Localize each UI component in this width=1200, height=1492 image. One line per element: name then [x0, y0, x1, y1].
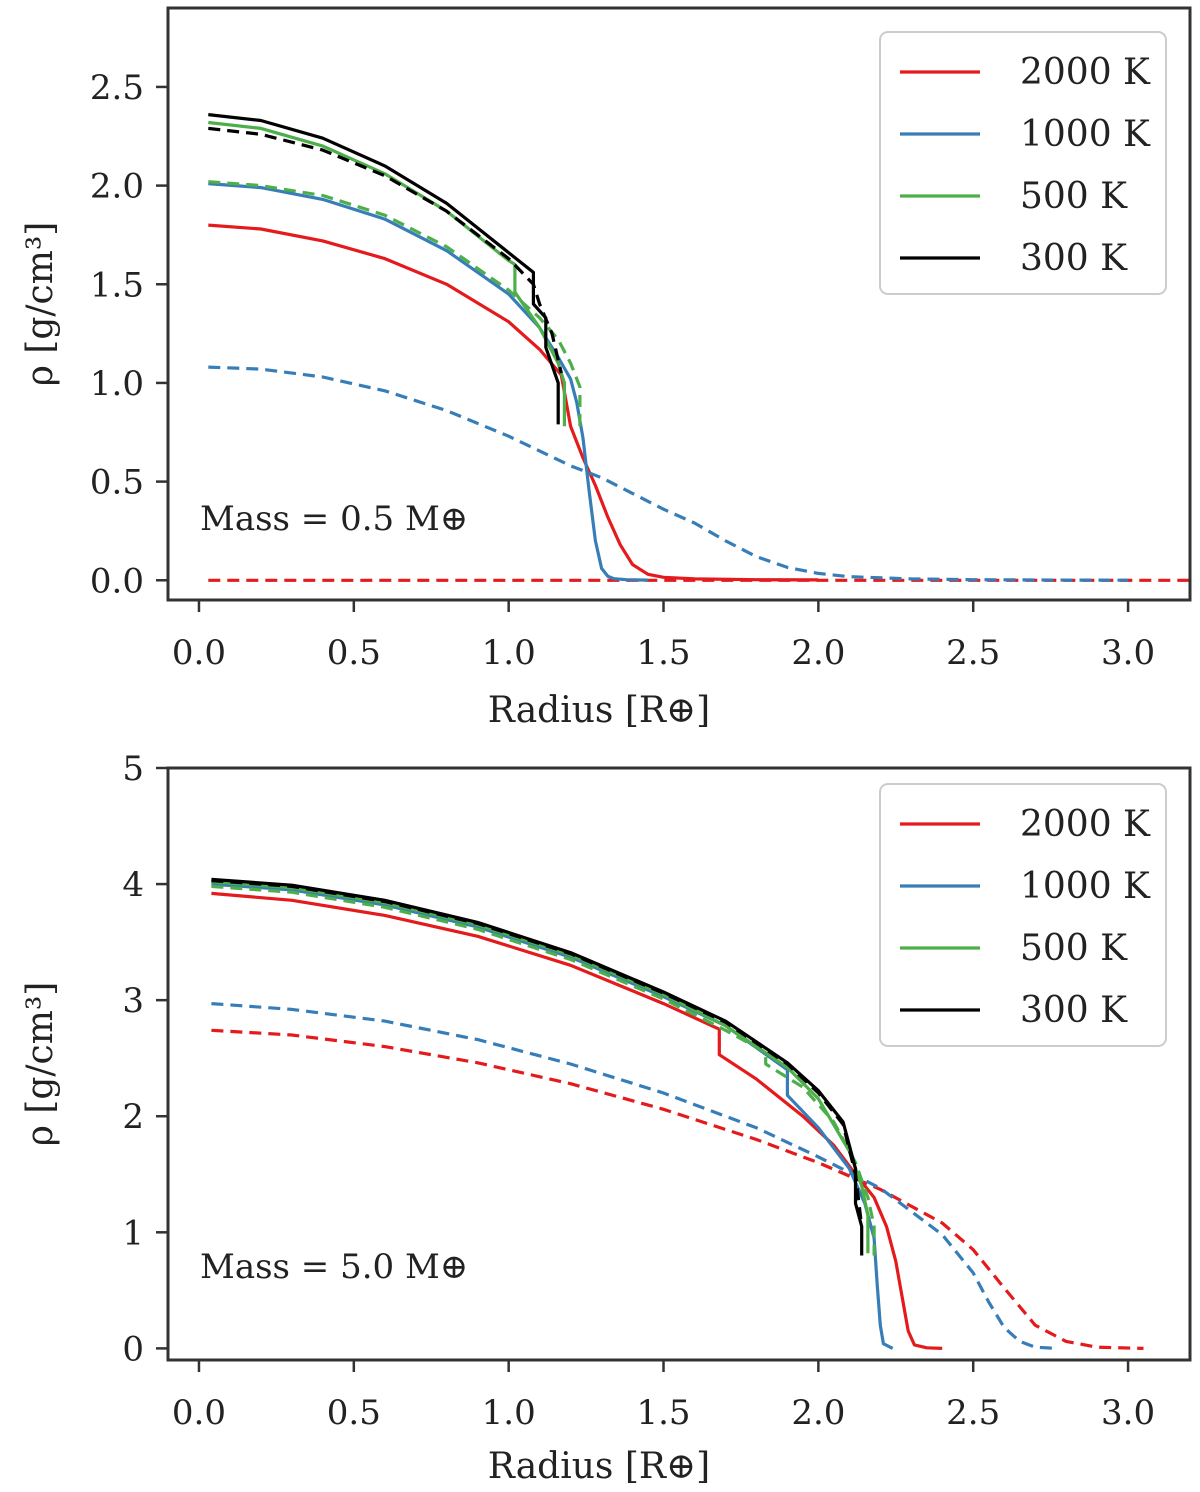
x-tick-label: 2.0: [791, 633, 845, 673]
x-tick-label: 3.0: [1101, 1393, 1155, 1433]
y-tick-label: 2.0: [90, 167, 144, 207]
x-tick-label: 0.0: [172, 1393, 226, 1433]
series-line-1000-k-dashed: [211, 1002, 1057, 1350]
legend-label: 300 K: [1020, 990, 1128, 1031]
legend-label: 2000 K: [1020, 52, 1151, 93]
plot-frame: [166, 766, 1192, 1362]
series-line-1000-k-solid: [211, 882, 894, 1350]
series-line-500-k-dashed: [208, 180, 582, 427]
x-tick-label: 2.5: [946, 1393, 1000, 1433]
y-tick-label: 2: [122, 1097, 144, 1137]
y-tick-label: 0.0: [90, 561, 144, 601]
top-panel: 0.0 0.5 1.0 1.5 2.0 2.5 3.0 0.0 0.5 1.0 1.5 2.0 2.5 R…: [20, 6, 1192, 731]
y-tick-label: 3: [122, 981, 144, 1021]
x-tick-label: 0.5: [327, 633, 381, 673]
x-tick-label: 2.0: [791, 1393, 845, 1433]
x-tick-label: 1.0: [482, 633, 536, 673]
y-tick-label: 4: [122, 865, 144, 905]
y-tick-label: 5: [122, 749, 144, 789]
series-lines: [208, 113, 1190, 582]
legend: 2000 K 1000 K 500 K 300 K: [879, 783, 1167, 1047]
legend-label: 300 K: [1020, 238, 1128, 279]
x-tick-label: 1.5: [636, 1393, 690, 1433]
x-tick-label: 2.5: [946, 633, 1000, 673]
bottom-panel: 0.0 0.5 1.0 1.5 2.0 2.5 3.0 0 1 2 3 4 5 Radius [R⊕] ρ …: [20, 749, 1192, 1487]
x-tick-label: 3.0: [1101, 633, 1155, 673]
series-line-2000-k-solid: [211, 891, 943, 1350]
x-tick-label: 0.5: [327, 1393, 381, 1433]
legend-label: 500 K: [1020, 176, 1128, 217]
series-line-1000-k-solid: [208, 182, 649, 582]
y-tick-label: 0: [122, 1329, 144, 1369]
series-line-2000-k-dashed: [211, 1028, 1144, 1350]
y-tick-label: 1.5: [90, 265, 144, 305]
series-line-500-k-solid: [208, 120, 566, 427]
x-tick-label: 1.0: [482, 1393, 536, 1433]
y-axis-title: ρ [g/cm³]: [20, 222, 61, 387]
x-axis-title: Radius [R⊕]: [488, 690, 710, 731]
y-tick-label: 1: [122, 1213, 144, 1253]
legend-label: 1000 K: [1020, 866, 1151, 907]
mass-annotation: Mass = 0.5 M⊕: [200, 499, 468, 539]
series-line-300-k-dashed: [208, 126, 563, 374]
legend-label: 500 K: [1020, 928, 1128, 969]
series-lines: [211, 877, 1144, 1350]
y-axis-title: ρ [g/cm³]: [20, 982, 61, 1147]
series-line-1000-k-dashed: [208, 365, 1129, 582]
legend: 2000 K 1000 K 500 K 300 K: [879, 31, 1167, 295]
x-tick-label: 1.5: [636, 633, 690, 673]
x-axis-title: Radius [R⊕]: [488, 1446, 710, 1487]
series-line-300-k-dashed: [211, 879, 864, 1227]
plot-frame: [166, 6, 1192, 602]
legend-label: 2000 K: [1020, 804, 1151, 845]
x-tick-label: 0.0: [172, 633, 226, 673]
legend-label: 1000 K: [1020, 114, 1151, 155]
series-line-300-k-solid: [208, 113, 560, 425]
series-line-2000-k-solid: [208, 223, 819, 582]
y-tick-label: 1.0: [90, 364, 144, 404]
y-tick-label: 2.5: [90, 68, 144, 108]
mass-annotation: Mass = 5.0 M⊕: [200, 1247, 468, 1287]
y-tick-label: 0.5: [90, 463, 144, 503]
